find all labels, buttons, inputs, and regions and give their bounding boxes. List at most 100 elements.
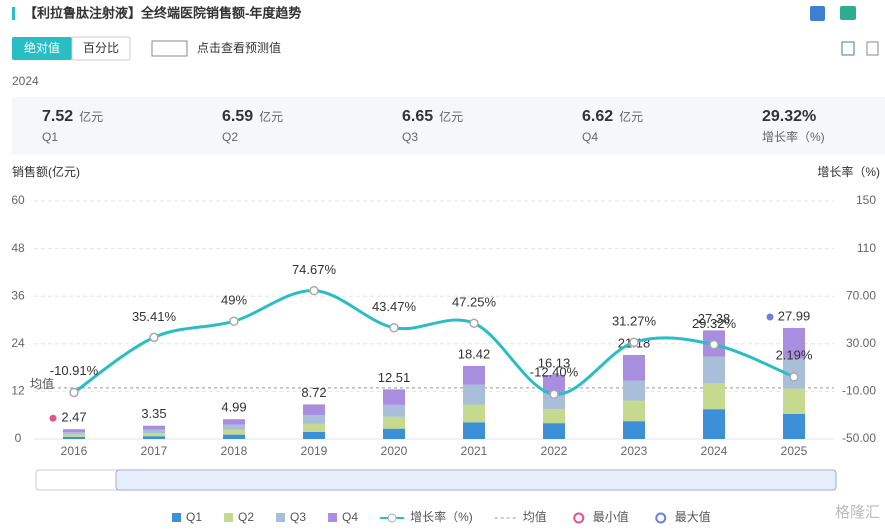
kpi-value: 6.59 [222, 108, 253, 125]
bar-segment [383, 416, 405, 429]
legend-swatch [172, 513, 181, 522]
forecast-label[interactable]: 点击查看预测值 [197, 40, 281, 55]
growth-label: 2.19% [776, 347, 813, 362]
max-marker [766, 313, 774, 321]
bar-segment [543, 393, 565, 410]
x-tick-label: 2021 [461, 444, 488, 458]
bar-segment [223, 434, 245, 439]
legend-swatch [224, 513, 234, 522]
growth-label: -10.91% [50, 363, 99, 378]
bar-segment [463, 365, 485, 385]
total-label: 4.99 [221, 400, 246, 415]
legend-label[interactable]: Q1 [186, 510, 202, 524]
y-tick-label: 0 [15, 431, 22, 445]
kpi-value: 29.32% [762, 108, 816, 125]
growth-point [309, 285, 319, 296]
bar-segment [223, 419, 245, 425]
total-label: 8.72 [301, 385, 326, 400]
growth-point [229, 316, 239, 326]
bar-segment [703, 356, 725, 384]
x-tick-label: 2023 [621, 444, 648, 458]
bar-segment [303, 415, 325, 424]
legend-label[interactable]: Q4 [342, 510, 358, 524]
x-tick-label: 2019 [301, 444, 328, 458]
tab-label[interactable]: 百分比 [83, 41, 119, 55]
bar-segment [383, 404, 405, 417]
bar-segment [223, 424, 245, 430]
bar-segment [463, 422, 485, 439]
image-icon[interactable] [840, 6, 856, 20]
kpi-label: Q3 [402, 130, 418, 144]
bar-segment [63, 429, 85, 433]
growth-point [149, 332, 159, 343]
y2-tick-label: -50.00 [842, 431, 876, 445]
bar-segment [623, 421, 645, 439]
legend-label[interactable]: 最大值 [675, 509, 711, 524]
kpi-unit: 亿元 [79, 109, 103, 124]
total-label: 16.13 [538, 355, 571, 370]
growth-point [469, 318, 479, 329]
growth-label: 35.41% [132, 309, 177, 324]
tab-absolute[interactable] [12, 37, 72, 60]
bar-segment [463, 384, 485, 405]
growth-point [789, 372, 799, 382]
growth-point [69, 387, 79, 398]
bar-segment [783, 327, 805, 359]
tab-percent[interactable] [71, 36, 131, 61]
legend-marker [655, 512, 667, 524]
kpi-label: Q1 [42, 130, 58, 144]
y2-axis-title: 增长率（%) [817, 164, 880, 179]
x-tick-label: 2022 [541, 444, 568, 458]
kpi-unit: 亿元 [619, 109, 643, 124]
min-marker [49, 414, 57, 422]
growth-label: 49% [221, 293, 247, 308]
excel-icon[interactable] [810, 6, 825, 21]
legend-label[interactable]: 均值 [523, 509, 547, 524]
forecast-swatch[interactable] [151, 40, 188, 57]
y2-tick-label: 110 [857, 241, 876, 255]
bar-segment [303, 404, 325, 416]
table-icon[interactable] [866, 41, 879, 56]
growth-label: 31.27% [612, 314, 657, 329]
growth-label: -12.40% [530, 365, 579, 380]
y-axis-title: 销售额(亿元) [12, 164, 80, 179]
growth-label: 43.47% [372, 299, 417, 314]
slider-window[interactable] [115, 469, 837, 491]
legend-label[interactable]: Q3 [290, 510, 306, 524]
y-tick-label: 48 [11, 241, 25, 255]
bar-segment [143, 433, 165, 437]
x-tick-label: 2025 [781, 444, 808, 458]
kpi-label: 增长率（%) [762, 129, 825, 144]
kpi-panel [12, 97, 885, 155]
legend-label[interactable]: 增长率（%) [410, 509, 473, 524]
y-tick-label: 60 [11, 193, 25, 207]
x-tick-label: 2016 [61, 444, 88, 458]
tab-label[interactable]: 绝对值 [24, 40, 60, 55]
chart-icon[interactable] [841, 41, 855, 56]
total-label: 27.99 [778, 308, 811, 323]
y-tick-label: 12 [11, 384, 25, 398]
x-tick-label: 2018 [221, 444, 248, 458]
bar-segment [143, 429, 165, 434]
bar-segment [543, 423, 565, 439]
bar-segment [623, 400, 645, 422]
legend-label[interactable]: Q2 [238, 510, 254, 524]
bar-segment [143, 436, 165, 439]
growth-line [73, 289, 795, 396]
watermark: 格隆汇 [835, 504, 880, 521]
growth-label: 74.67% [292, 262, 337, 277]
y2-tick-label: 70.00 [846, 288, 876, 302]
kpi-label: Q2 [222, 130, 238, 144]
legend-label[interactable]: 最小值 [593, 509, 629, 524]
bar-segment [543, 375, 565, 394]
growth-point [549, 389, 559, 400]
legend-swatch [328, 513, 338, 522]
kpi-value: 6.62 [582, 108, 613, 125]
bar-segment [383, 428, 405, 439]
growth-label: 29.32% [692, 316, 737, 331]
growth-point [629, 337, 639, 348]
growth-point [709, 339, 719, 350]
y-tick-label: 24 [11, 336, 25, 350]
x-tick-label: 2017 [141, 444, 168, 458]
